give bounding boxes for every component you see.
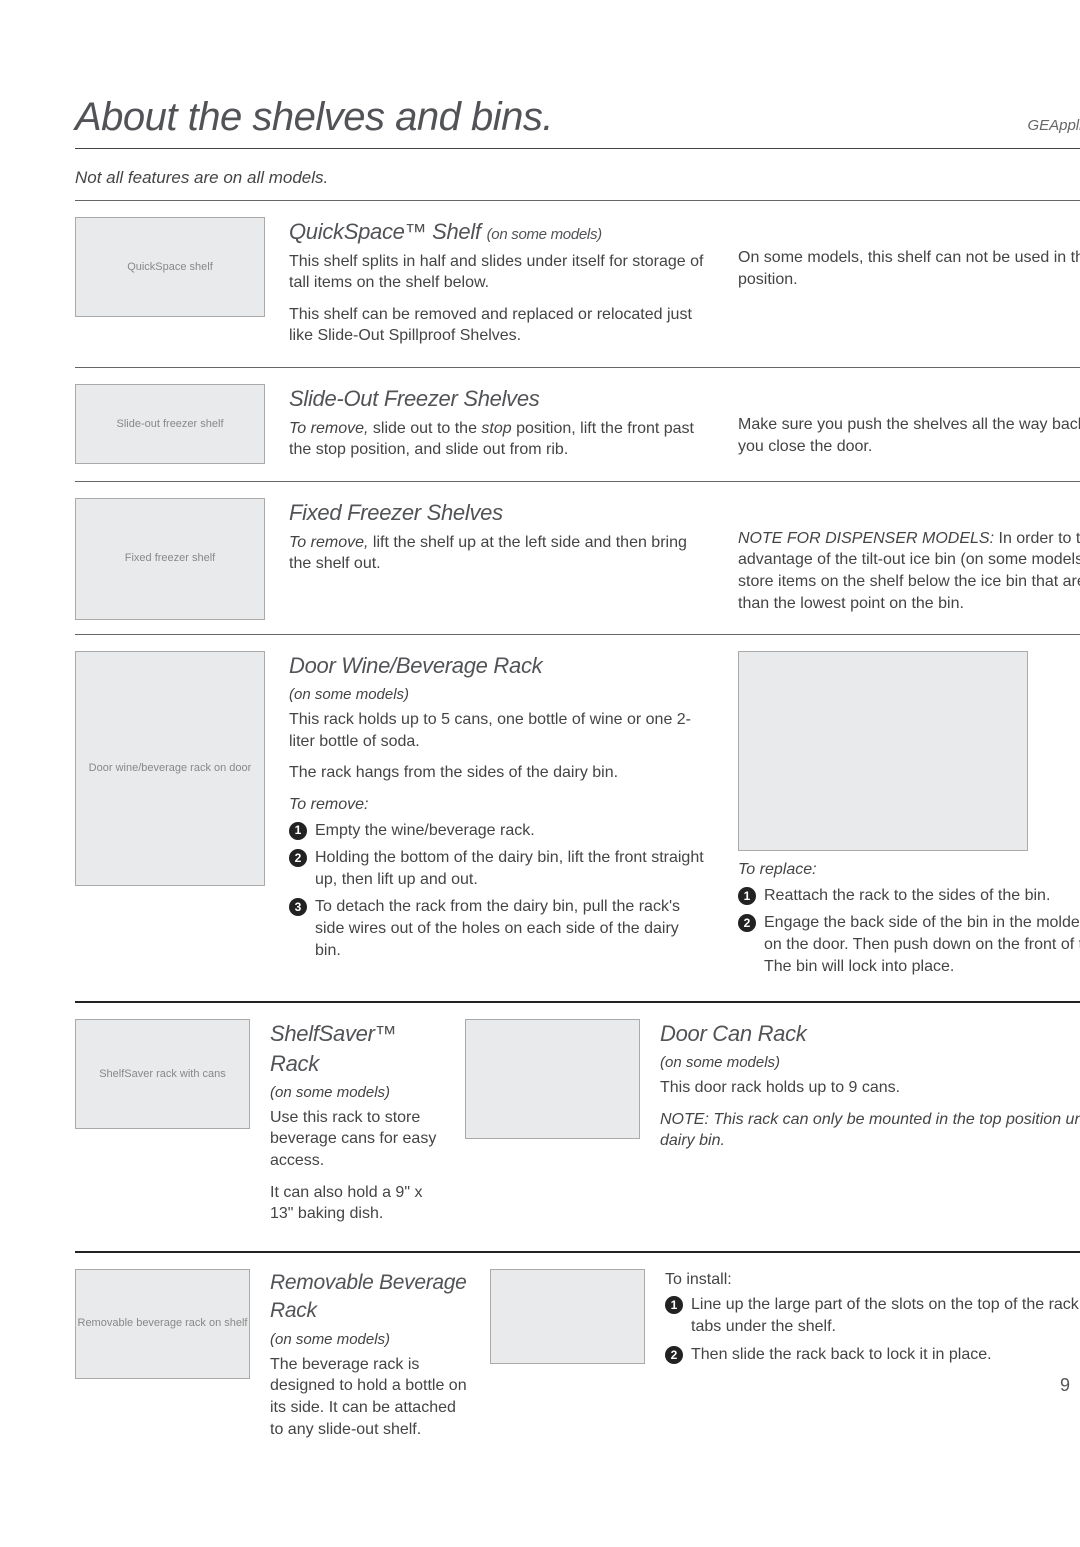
doorcan-note-prefix: NOTE: (660, 1111, 709, 1128)
wine-toreplace-label: To replace: (738, 859, 1080, 881)
diagram-wine-left (75, 651, 265, 886)
step-text: Empty the wine/beverage rack. (315, 820, 535, 842)
page-number: 9 (1060, 1373, 1070, 1397)
rule-top (75, 148, 1080, 149)
rule-heavy-1 (75, 1001, 1080, 1003)
doorcan-note-rest: This rack can only be mounted in the top… (660, 1111, 1080, 1150)
section-slideout: Slide-Out Freezer Shelves To remove, sli… (75, 378, 1080, 471)
diagram-fixed (75, 498, 265, 620)
wine-replace-steps: 1 Reattach the rack to the sides of the b… (738, 885, 1080, 977)
shelfsaver-p2: It can also hold a 9" x 13" baking dish. (270, 1182, 445, 1225)
slideout-text1: slide out to the (368, 420, 481, 437)
heading-fixed: Fixed Freezer Shelves (289, 498, 706, 528)
heading-quickspace-text: QuickSpace™ Shelf (289, 219, 481, 244)
list-item: 3 To detach the rack from the dairy bin, … (289, 896, 706, 961)
rule-4 (75, 634, 1080, 635)
section-fixed: Fixed Freezer Shelves To remove, lift th… (75, 492, 1080, 624)
row-removable: Removable Beverage Rack (on some models)… (75, 1269, 1080, 1450)
rule-heavy-2 (75, 1251, 1080, 1253)
removable-install-steps: 1 Line up the large part of the slots on … (665, 1294, 1080, 1365)
quickspace-p1: This shelf splits in half and slides und… (289, 251, 706, 294)
fixed-right: NOTE FOR DISPENSER MODELS: In order to t… (738, 528, 1080, 614)
list-item: 1 Empty the wine/beverage rack. (289, 820, 706, 842)
heading-shelfsaver: ShelfSaver™ Rack (270, 1019, 445, 1078)
step-text: Engage the back side of the bin in the m… (764, 912, 1080, 977)
models-note: Not all features are on all models. (75, 167, 1080, 190)
slideout-stop: stop (481, 420, 511, 437)
shelfsaver-p1: Use this rack to store beverage cans for… (270, 1107, 445, 1172)
heading-quickspace-sub: (on some models) (487, 226, 602, 243)
fixed-left: To remove, lift the shelf up at the left… (289, 532, 706, 575)
page-header: About the shelves and bins. GEAppliances… (75, 90, 1080, 144)
step-bullet: 1 (289, 822, 307, 840)
diagram-removable-left (75, 1269, 250, 1379)
shelfsaver-on-some: (on some models) (270, 1083, 445, 1103)
quickspace-right-p1: On some models, this shelf can not be us… (738, 247, 1080, 290)
removable-on-some: (on some models) (270, 1330, 470, 1350)
slideout-toremove: To remove, (289, 420, 368, 437)
slideout-left: To remove, slide out to the stop positio… (289, 418, 706, 461)
removable-toinstall-label: To install: (665, 1269, 1080, 1291)
step-bullet: 1 (665, 1296, 683, 1314)
step-bullet: 2 (665, 1346, 683, 1364)
step-text: Reattach the rack to the sides of the bi… (764, 885, 1050, 907)
step-bullet: 2 (738, 914, 756, 932)
fixed-toremove: To remove, (289, 534, 368, 551)
doorcan-p1: This door rack holds up to 9 cans. (660, 1077, 1080, 1099)
diagram-slideout (75, 384, 265, 464)
wine-toremove-label: To remove: (289, 794, 706, 816)
step-text: Then slide the rack back to lock it in p… (691, 1344, 992, 1366)
row-shelfsaver-doorcan: ShelfSaver™ Rack (on some models) Use th… (75, 1019, 1080, 1235)
heading-slideout: Slide-Out Freezer Shelves (289, 384, 706, 414)
step-text: To detach the rack from the dairy bin, p… (315, 896, 706, 961)
diagram-wine-right (738, 651, 1028, 851)
step-bullet: 2 (289, 849, 307, 867)
step-bullet: 1 (738, 887, 756, 905)
diagram-removable-mid (490, 1269, 645, 1364)
section-wine: Door Wine/Beverage Rack (on some models)… (75, 645, 1080, 985)
doorcan-note: NOTE: This rack can only be mounted in t… (660, 1109, 1080, 1152)
list-item: 2 Then slide the rack back to lock it in … (665, 1344, 1080, 1366)
diagram-doorcan (465, 1019, 640, 1139)
wine-p2: The rack hangs from the sides of the dai… (289, 762, 706, 784)
diagram-quickspace (75, 217, 265, 317)
site-link: GEAppliances.com (1027, 116, 1080, 136)
list-item: 1 Reattach the rack to the sides of the b… (738, 885, 1080, 907)
heading-wine: Door Wine/Beverage Rack (289, 651, 706, 681)
list-item: 2 Engage the back side of the bin in the … (738, 912, 1080, 977)
page-title: About the shelves and bins. (75, 90, 553, 144)
wine-remove-steps: 1 Empty the wine/beverage rack. 2 Holding … (289, 820, 706, 962)
rule-1 (75, 200, 1080, 201)
rule-3 (75, 481, 1080, 482)
doorcan-on-some: (on some models) (660, 1053, 1080, 1073)
section-quickspace: QuickSpace™ Shelf (on some models) This … (75, 211, 1080, 357)
diagram-shelfsaver (75, 1019, 250, 1129)
wine-p1: This rack holds up to 5 cans, one bottle… (289, 709, 706, 752)
rule-2 (75, 367, 1080, 368)
slideout-right: Make sure you push the shelves all the w… (738, 414, 1080, 457)
heading-doorcan: Door Can Rack (660, 1019, 1080, 1049)
wine-on-some: (on some models) (289, 685, 706, 705)
heading-removable: Removable Beverage Rack (270, 1269, 470, 1326)
step-bullet: 3 (289, 898, 307, 916)
list-item: 1 Line up the large part of the slots on … (665, 1294, 1080, 1337)
quickspace-p2: This shelf can be removed and replaced o… (289, 304, 706, 347)
fixed-noteprefix: NOTE FOR DISPENSER MODELS: (738, 530, 994, 547)
list-item: 2 Holding the bottom of the dairy bin, li… (289, 847, 706, 890)
step-text: Holding the bottom of the dairy bin, lif… (315, 847, 706, 890)
heading-quickspace: QuickSpace™ Shelf (on some models) (289, 217, 706, 247)
step-text: Line up the large part of the slots on t… (691, 1294, 1080, 1337)
